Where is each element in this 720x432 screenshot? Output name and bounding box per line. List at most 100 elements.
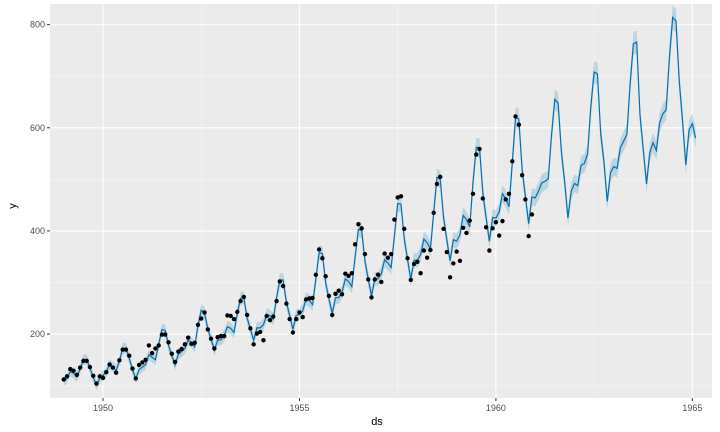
data-point [104,370,109,375]
data-point [294,316,299,322]
data-point [464,230,469,236]
data-point [156,343,161,348]
data-point [107,362,112,367]
data-point [379,279,384,285]
data-point [257,329,263,335]
data-point [231,316,237,322]
data-point [140,360,145,365]
data-point [405,256,410,261]
data-point [87,364,93,370]
data-point [64,374,70,379]
data-point [474,152,479,157]
data-point [110,365,116,370]
data-point [356,222,361,227]
data-point [529,212,535,217]
data-point [369,295,374,300]
data-point [388,251,394,257]
data-point [176,349,181,354]
data-point [146,343,152,348]
data-point [248,326,253,331]
data-point [523,197,528,202]
data-point [477,146,482,152]
data-point [287,316,292,322]
data-point [117,358,122,363]
data-point [143,357,148,363]
data-point [382,251,387,256]
data-point [300,314,305,320]
data-point [261,338,266,343]
data-point [428,247,433,253]
data-point [77,365,83,370]
data-point [513,114,518,119]
data-point [323,274,328,279]
data-point [267,317,273,323]
data-point [225,313,230,318]
data-point [297,310,302,315]
data-point [91,373,96,379]
observed-points [61,114,535,386]
data-point [366,277,371,282]
data-point [330,312,335,318]
x-tick-label: 1960 [486,403,506,413]
axes: 1950 1955 1960 1965 200 400 600 800 [30,20,702,413]
data-point [398,194,404,199]
data-point [483,225,489,230]
data-point [438,174,443,179]
data-point [480,196,486,201]
data-point [457,258,463,264]
y-tick-label: 800 [30,20,45,30]
data-point [61,377,66,382]
data-point [120,347,125,352]
data-point [392,217,397,222]
data-point [254,331,260,336]
data-point [441,226,446,232]
data-point [113,370,119,375]
data-point [123,347,129,352]
data-point [519,173,525,178]
data-point [451,261,456,266]
data-point [307,296,312,301]
y-tick-label: 200 [30,329,45,339]
x-tick-label: 1950 [93,403,113,413]
x-tick-label: 1965 [682,403,702,413]
data-point [362,251,368,257]
data-point [510,159,515,164]
data-point [313,272,319,277]
data-point [264,313,269,319]
data-point [290,330,296,335]
data-point [172,359,178,365]
data-point [199,316,204,321]
data-point [467,218,472,223]
data-point [460,225,466,231]
data-point [333,291,338,297]
data-point [97,374,102,379]
data-point [163,332,168,337]
data-point [339,292,345,297]
data-point [136,362,142,368]
data-point [385,255,391,260]
y-tick-label: 400 [30,226,45,236]
data-point [81,358,86,364]
data-point [84,358,89,364]
x-tick-label: 1955 [289,403,309,413]
data-point [130,366,135,371]
data-point [280,283,286,289]
data-point [431,210,436,216]
data-point [372,277,377,282]
data-point [274,298,279,304]
forecast-line [63,15,697,387]
data-point [316,247,322,252]
data-point [159,332,165,337]
data-point [447,275,453,280]
data-point [326,293,332,299]
data-point [192,340,197,346]
data-point [182,342,188,347]
y-tick-label: 600 [30,123,45,133]
data-point [169,351,174,356]
data-point [490,226,495,231]
data-point [212,346,217,351]
panel-background [50,4,712,398]
data-point [244,312,250,318]
